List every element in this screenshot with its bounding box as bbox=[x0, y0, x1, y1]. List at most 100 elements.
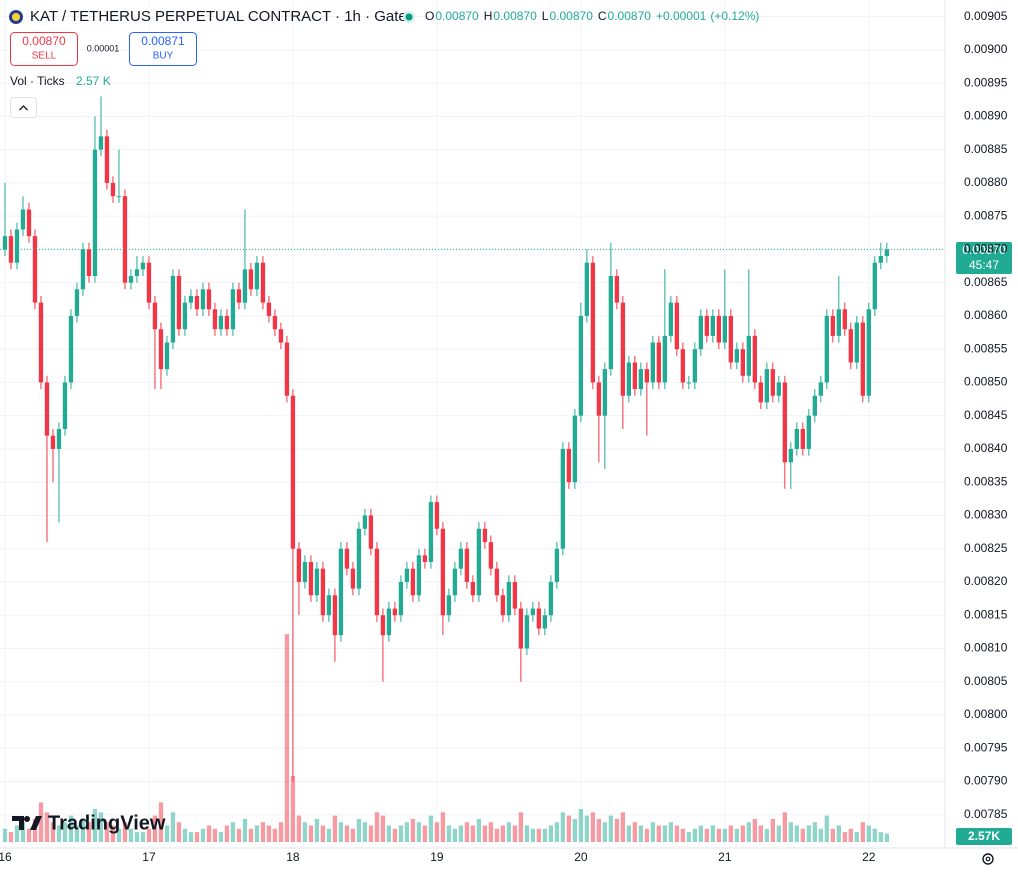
volume-bar bbox=[518, 812, 524, 842]
y-tick-label: 0.00860 bbox=[964, 308, 1008, 322]
candle-body bbox=[782, 382, 787, 463]
candle-body bbox=[758, 382, 763, 403]
sell-price[interactable]: 0.00870 bbox=[22, 34, 66, 48]
candle-body bbox=[734, 349, 739, 363]
volume-bar bbox=[398, 825, 404, 842]
candle-body bbox=[302, 562, 308, 582]
volume-bar bbox=[566, 815, 572, 842]
y-tick-label: 0.00785 bbox=[964, 807, 1008, 821]
volume-bar bbox=[584, 815, 590, 842]
candle-body bbox=[884, 249, 889, 257]
candle-body bbox=[104, 136, 110, 183]
candle-body bbox=[608, 276, 614, 370]
buy-price[interactable]: 0.00871 bbox=[141, 34, 185, 48]
y-tick-label: 0.00820 bbox=[964, 574, 1008, 588]
volume-bar bbox=[422, 825, 428, 842]
candle-body bbox=[170, 276, 176, 343]
candle-body bbox=[212, 309, 218, 330]
volume-bar bbox=[344, 825, 350, 842]
candle-body bbox=[182, 302, 188, 330]
candle-body bbox=[26, 209, 32, 237]
candle-body bbox=[356, 528, 362, 589]
candle-body bbox=[542, 615, 548, 629]
volume-bar bbox=[128, 828, 134, 842]
volume-bar bbox=[620, 812, 626, 842]
volume-bar bbox=[206, 825, 212, 842]
volume-bar bbox=[284, 634, 290, 842]
y-tick-label: 0.00865 bbox=[964, 275, 1008, 289]
candle-body bbox=[68, 315, 74, 383]
volume-bar bbox=[542, 828, 548, 842]
y-tick-label: 0.00790 bbox=[964, 774, 1008, 788]
candle-body bbox=[14, 229, 20, 263]
settings-icon-center[interactable] bbox=[985, 856, 991, 862]
candle-body bbox=[878, 256, 883, 263]
y-tick-label: 0.00840 bbox=[964, 441, 1008, 455]
volume-bar bbox=[734, 828, 739, 842]
volume-bar bbox=[392, 828, 398, 842]
y-tick-label: 0.00900 bbox=[964, 42, 1008, 56]
volume-bar bbox=[656, 825, 662, 842]
volume-bar bbox=[770, 818, 775, 842]
volume-bar bbox=[374, 812, 380, 842]
candle-body bbox=[656, 342, 662, 383]
volume-bar bbox=[860, 822, 865, 842]
volume-bar bbox=[248, 828, 254, 842]
candle-body bbox=[194, 295, 200, 310]
collapse-icon[interactable] bbox=[19, 105, 28, 111]
candle-body bbox=[362, 515, 368, 529]
candle-body bbox=[512, 581, 518, 609]
candle-body bbox=[704, 315, 710, 336]
candle-body bbox=[164, 342, 170, 370]
y-tick-label: 0.00890 bbox=[964, 109, 1008, 123]
candle-body bbox=[536, 608, 542, 629]
candle-body bbox=[200, 289, 206, 310]
candle-body bbox=[866, 309, 871, 396]
volume-bar bbox=[824, 815, 829, 842]
volume-bar bbox=[572, 818, 578, 842]
grid bbox=[0, 0, 945, 848]
candle-body bbox=[854, 322, 859, 363]
volume-bar bbox=[848, 828, 853, 842]
volume-bar bbox=[500, 825, 506, 842]
volume-bar bbox=[296, 815, 302, 842]
volume-bar bbox=[8, 832, 14, 842]
x-tick-label: 18 bbox=[286, 850, 300, 864]
candle-body bbox=[20, 209, 26, 230]
settings-icon[interactable] bbox=[982, 853, 994, 865]
volume-bar bbox=[38, 802, 44, 842]
volume-bar bbox=[230, 822, 236, 842]
candle-body bbox=[476, 528, 482, 596]
volume-bar bbox=[866, 825, 871, 842]
volume-bar bbox=[506, 822, 512, 842]
candle-body bbox=[872, 262, 877, 310]
volume-bar bbox=[608, 815, 614, 842]
sell-button[interactable] bbox=[10, 32, 78, 66]
y-tick-label: 0.00905 bbox=[964, 9, 1008, 23]
volume-bar bbox=[338, 822, 344, 842]
volume-bar bbox=[662, 825, 668, 842]
volume-bar bbox=[488, 822, 494, 842]
volume-bar bbox=[260, 822, 266, 842]
candle-body bbox=[428, 502, 434, 563]
volume-bar bbox=[236, 828, 242, 842]
collapse-button[interactable] bbox=[10, 97, 37, 118]
volume-bar bbox=[446, 825, 452, 842]
volume-bar bbox=[116, 828, 122, 842]
candle-body bbox=[140, 262, 146, 270]
volume-bar bbox=[458, 825, 464, 842]
volume-bar bbox=[884, 833, 889, 842]
candle-body bbox=[290, 395, 296, 549]
volume-bar bbox=[140, 832, 146, 842]
sell-label[interactable]: SELL bbox=[32, 51, 57, 62]
buy-button[interactable] bbox=[129, 32, 197, 66]
buy-label[interactable]: BUY bbox=[153, 51, 174, 62]
candle-body bbox=[806, 415, 811, 449]
volume-bar bbox=[362, 822, 368, 842]
volume-bar bbox=[482, 825, 488, 842]
candle-body bbox=[404, 568, 410, 582]
indicator-name: Vol · Ticks bbox=[10, 74, 65, 88]
volume-bar bbox=[224, 825, 230, 842]
volume-bar bbox=[176, 822, 182, 842]
candle-body bbox=[50, 435, 56, 449]
